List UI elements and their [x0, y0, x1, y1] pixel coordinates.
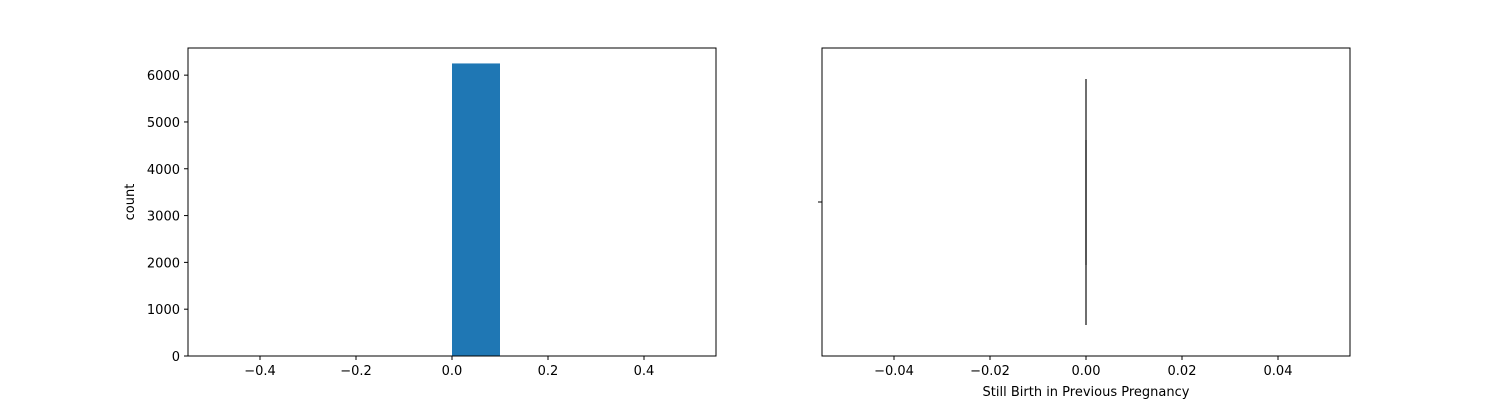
histogram-x-ticks: −0.4 −0.2 0.0 0.2 0.4	[244, 356, 654, 379]
boxplot-panel: −0.04 −0.02 0.00 0.02 0.04 Still Birth in Pr…	[818, 47, 1351, 400]
boxplot-x-axis-label: Still Birth in Previous Pregnancy	[983, 385, 1190, 400]
x-tick-label: 0.04	[1264, 364, 1293, 379]
x-tick-label: 0.02	[1168, 364, 1197, 379]
x-tick-label: 0.4	[634, 364, 655, 379]
x-tick-label: −0.2	[340, 364, 372, 379]
y-tick-label: 6000	[147, 69, 180, 84]
y-tick-label: 4000	[147, 163, 180, 178]
y-tick-label: 1000	[147, 303, 180, 318]
histogram-bars	[452, 63, 500, 356]
x-tick-label: 0.0	[442, 364, 463, 379]
y-tick-label: 2000	[147, 256, 180, 271]
histogram-y-axis-label: count	[123, 184, 138, 221]
x-tick-label: −0.02	[970, 364, 1010, 379]
x-tick-label: 0.00	[1072, 364, 1101, 379]
x-tick-label: 0.2	[538, 364, 559, 379]
y-tick-label: 5000	[147, 116, 180, 131]
histogram-y-ticks: 0 1000 2000 3000 4000 5000 6000	[147, 69, 188, 365]
y-tick-label: 3000	[147, 210, 180, 225]
boxplot-x-ticks: −0.04 −0.02 0.00 0.02 0.04	[874, 356, 1292, 379]
y-tick-label: 0	[172, 350, 180, 365]
histogram-panel: −0.4 −0.2 0.0 0.2 0.4 0 1000 2000 3000 4000 5000 6…	[123, 47, 717, 379]
x-tick-label: −0.04	[874, 364, 914, 379]
histogram-bar	[452, 63, 500, 356]
x-tick-label: −0.4	[244, 364, 276, 379]
